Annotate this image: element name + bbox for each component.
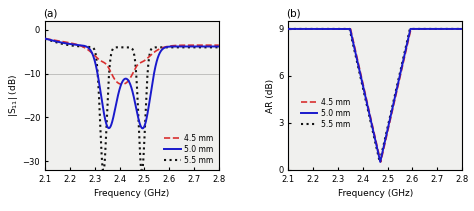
5.0 mm bbox=[122, 77, 128, 80]
Line: 5.5 mm: 5.5 mm bbox=[45, 39, 219, 170]
5.5 mm bbox=[455, 28, 460, 30]
5.0 mm bbox=[422, 28, 428, 30]
4.5 mm bbox=[365, 106, 371, 108]
5.0 mm bbox=[285, 28, 291, 30]
5.0 mm bbox=[294, 28, 300, 30]
5.0 mm bbox=[51, 40, 57, 42]
5.5 mm bbox=[122, 46, 128, 49]
4.5 mm bbox=[294, 28, 300, 30]
5.5 mm bbox=[179, 46, 185, 49]
Line: 5.0 mm: 5.0 mm bbox=[45, 39, 219, 128]
5.0 mm bbox=[455, 28, 460, 30]
5.5 mm bbox=[42, 37, 48, 40]
5.5 mm bbox=[216, 46, 222, 49]
4.5 mm bbox=[455, 28, 460, 30]
4.5 mm bbox=[422, 28, 428, 30]
4.5 mm bbox=[370, 126, 376, 129]
5.5 mm bbox=[365, 110, 371, 113]
5.0 mm bbox=[42, 37, 48, 40]
4.5 mm bbox=[42, 37, 48, 40]
4.5 mm bbox=[127, 78, 132, 80]
5.5 mm bbox=[100, 169, 106, 171]
Line: 4.5 mm: 4.5 mm bbox=[288, 29, 462, 162]
4.5 mm bbox=[179, 44, 185, 46]
4.5 mm bbox=[211, 44, 217, 46]
5.0 mm bbox=[370, 128, 376, 131]
Text: (a): (a) bbox=[43, 8, 58, 18]
5.0 mm bbox=[365, 108, 371, 111]
Text: (b): (b) bbox=[287, 8, 301, 18]
5.0 mm bbox=[179, 45, 185, 48]
4.5 mm bbox=[122, 82, 128, 85]
4.5 mm bbox=[459, 28, 465, 30]
Y-axis label: AR (dB): AR (dB) bbox=[266, 78, 275, 112]
4.5 mm bbox=[119, 83, 125, 85]
5.0 mm bbox=[377, 161, 383, 163]
4.5 mm bbox=[285, 28, 291, 30]
5.5 mm bbox=[211, 46, 217, 49]
5.0 mm bbox=[211, 45, 217, 48]
Line: 5.0 mm: 5.0 mm bbox=[288, 29, 462, 162]
5.5 mm bbox=[370, 130, 376, 133]
5.0 mm bbox=[211, 45, 217, 48]
Line: 5.5 mm: 5.5 mm bbox=[288, 29, 462, 162]
4.5 mm bbox=[211, 44, 217, 46]
5.5 mm bbox=[127, 46, 132, 49]
4.5 mm bbox=[378, 161, 383, 163]
5.5 mm bbox=[454, 28, 460, 30]
Y-axis label: |S$_{11}$| (dB): |S$_{11}$| (dB) bbox=[7, 74, 20, 117]
4.5 mm bbox=[51, 39, 57, 41]
5.0 mm bbox=[127, 81, 132, 84]
X-axis label: Frequency (GHz): Frequency (GHz) bbox=[337, 189, 413, 198]
5.5 mm bbox=[211, 46, 217, 49]
5.5 mm bbox=[422, 28, 428, 30]
5.5 mm bbox=[294, 28, 300, 30]
X-axis label: Frequency (GHz): Frequency (GHz) bbox=[94, 189, 170, 198]
5.0 mm bbox=[459, 28, 465, 30]
5.0 mm bbox=[140, 127, 146, 130]
5.0 mm bbox=[216, 45, 222, 48]
5.5 mm bbox=[51, 40, 57, 43]
Legend: 4.5 mm, 5.0 mm, 5.5 mm: 4.5 mm, 5.0 mm, 5.5 mm bbox=[299, 96, 351, 130]
Legend: 4.5 mm, 5.0 mm, 5.5 mm: 4.5 mm, 5.0 mm, 5.5 mm bbox=[163, 132, 215, 166]
5.5 mm bbox=[377, 161, 383, 163]
5.5 mm bbox=[459, 28, 465, 30]
4.5 mm bbox=[216, 44, 222, 46]
5.5 mm bbox=[285, 28, 291, 30]
5.0 mm bbox=[454, 28, 460, 30]
4.5 mm bbox=[454, 28, 460, 30]
Line: 4.5 mm: 4.5 mm bbox=[45, 39, 219, 84]
